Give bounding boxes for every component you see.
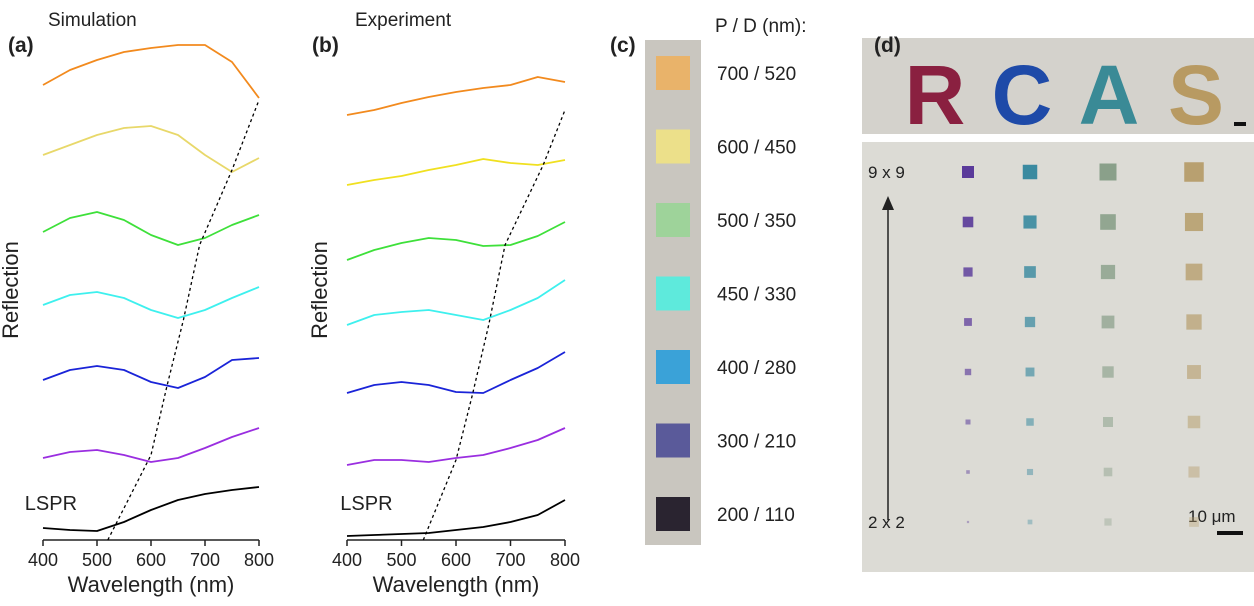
color-swatch <box>656 350 690 384</box>
array-dot <box>1100 264 1116 280</box>
spectrum-line <box>346 158 566 186</box>
x-tick-label: 800 <box>244 550 274 570</box>
spectrum-line <box>42 286 260 319</box>
swatch-label: 500 / 350 <box>717 211 796 232</box>
swatch-label: 450 / 330 <box>717 285 796 306</box>
color-swatch <box>656 203 690 237</box>
array-dot <box>1024 266 1036 278</box>
array-dot <box>1185 263 1203 281</box>
letter: C <box>992 48 1053 142</box>
array-dot <box>962 166 974 178</box>
array-dot <box>965 419 971 425</box>
x-axis-label: Wavelength (nm) <box>373 572 540 597</box>
array-dot <box>966 470 970 474</box>
spectrum-line <box>346 499 566 537</box>
spectrum-line <box>346 221 566 261</box>
array-dot <box>1188 466 1200 478</box>
array-dot <box>964 368 972 376</box>
array-dot <box>1186 314 1202 330</box>
array-dot <box>1184 162 1204 182</box>
color-swatch <box>656 497 690 531</box>
spectrum-line <box>346 351 566 394</box>
panel-label: (b) <box>312 34 339 57</box>
color-swatch <box>656 56 690 90</box>
x-tick-label: 700 <box>495 550 525 570</box>
x-tick-label: 600 <box>441 550 471 570</box>
letter: S <box>1168 48 1224 142</box>
x-tick-label: 800 <box>550 550 580 570</box>
spectrum-line <box>346 76 566 116</box>
arrow-head <box>882 196 894 210</box>
color-swatch <box>656 276 690 311</box>
scale-bar <box>1217 531 1243 535</box>
array-dot <box>1026 468 1034 476</box>
spectrum-line <box>42 427 260 463</box>
color-swatch <box>656 129 690 164</box>
array-dot <box>1102 366 1114 378</box>
x-tick-label: 600 <box>136 550 166 570</box>
array-dot <box>1024 316 1036 328</box>
array-dot <box>1184 212 1204 232</box>
panel-header: P / D (nm): <box>715 16 807 37</box>
spectrum-line <box>346 427 566 466</box>
x-tick-label: 500 <box>82 550 112 570</box>
scale-label: 10 μm <box>1188 507 1236 526</box>
spectrum-line <box>42 486 260 532</box>
row-label: 9 x 9 <box>868 163 905 182</box>
array-dot <box>1026 418 1034 426</box>
array-dot <box>1025 367 1035 377</box>
annotation: LSPR <box>340 493 392 515</box>
array-dot <box>1023 215 1037 229</box>
array-dot <box>966 520 970 524</box>
array-dot <box>1022 164 1038 180</box>
array-dot <box>1104 518 1112 526</box>
row-label: 2 x 2 <box>868 513 905 532</box>
chart-title: Experiment <box>355 10 452 31</box>
array-dot <box>963 267 973 277</box>
y-axis-label: Reflection <box>0 241 23 339</box>
x-tick-label: 700 <box>190 550 220 570</box>
panel-label: (d) <box>874 34 901 57</box>
annotation: LSPR <box>25 493 77 515</box>
swatch-label: 700 / 520 <box>717 64 796 85</box>
array-dot <box>1187 365 1201 379</box>
scale-bar-small <box>1234 122 1246 126</box>
array-dot <box>1027 519 1033 525</box>
array-dot <box>1189 517 1199 527</box>
array-dot <box>1099 163 1117 181</box>
chart-title: Simulation <box>48 10 137 31</box>
swatch-label: 600 / 450 <box>717 138 796 159</box>
letter: R <box>905 48 966 142</box>
x-tick-label: 400 <box>332 550 362 570</box>
letters-image <box>862 38 1254 134</box>
array-dot <box>1187 415 1201 429</box>
panel-label: (a) <box>8 34 34 57</box>
color-swatch <box>656 423 690 458</box>
x-axis-label: Wavelength (nm) <box>68 572 235 597</box>
array-dot <box>962 216 974 228</box>
array-dot <box>1100 214 1116 230</box>
letter: A <box>1079 48 1140 142</box>
swatch-label: 400 / 280 <box>717 358 796 379</box>
lspr-line <box>107 99 260 541</box>
lspr-line <box>422 109 566 541</box>
y-axis-label: Reflection <box>307 241 332 339</box>
array-dot <box>1103 467 1113 477</box>
swatch-label: 300 / 210 <box>717 432 796 453</box>
spectrum-line <box>42 211 260 246</box>
array-dot <box>964 318 972 326</box>
spectrum-line <box>42 357 260 389</box>
x-tick-label: 500 <box>386 550 416 570</box>
array-dot <box>1101 315 1115 329</box>
spectrum-line <box>42 125 260 173</box>
array-dot <box>1103 417 1113 427</box>
spectrum-line <box>346 279 566 326</box>
panel-label: (c) <box>610 34 636 57</box>
swatch-label: 200 / 110 <box>717 505 795 526</box>
x-tick-label: 400 <box>28 550 58 570</box>
spectrum-line <box>42 44 260 99</box>
